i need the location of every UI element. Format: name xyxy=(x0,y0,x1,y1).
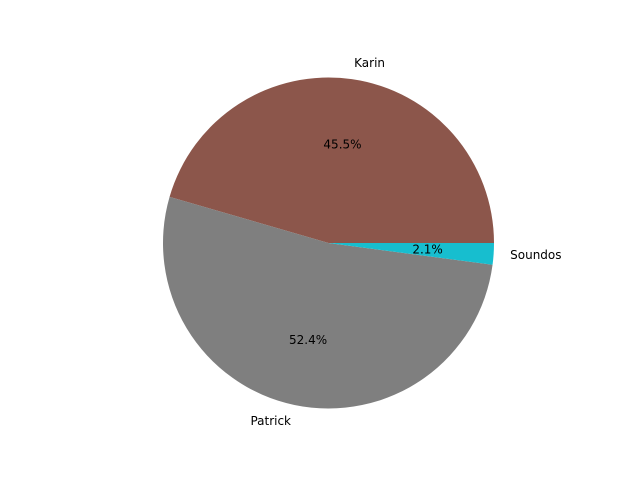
slice-percent-soundos: 2.1% xyxy=(412,243,443,257)
slice-label-karin: Karin xyxy=(354,56,385,70)
pie-slice-karin xyxy=(169,77,494,243)
pie-slice-patrick xyxy=(162,196,493,409)
slice-label-soundos: Soundos xyxy=(510,248,561,262)
slice-label-patrick: Patrick xyxy=(250,414,291,428)
pie-slices xyxy=(162,77,494,409)
slice-percent-karin: 45.5% xyxy=(323,138,361,152)
pie-labels: Karin 45.5% Patrick 52.4% Soundos 2.1% xyxy=(250,56,561,428)
pie-slice-soundos xyxy=(328,243,494,265)
slice-percent-patrick: 52.4% xyxy=(289,333,327,347)
